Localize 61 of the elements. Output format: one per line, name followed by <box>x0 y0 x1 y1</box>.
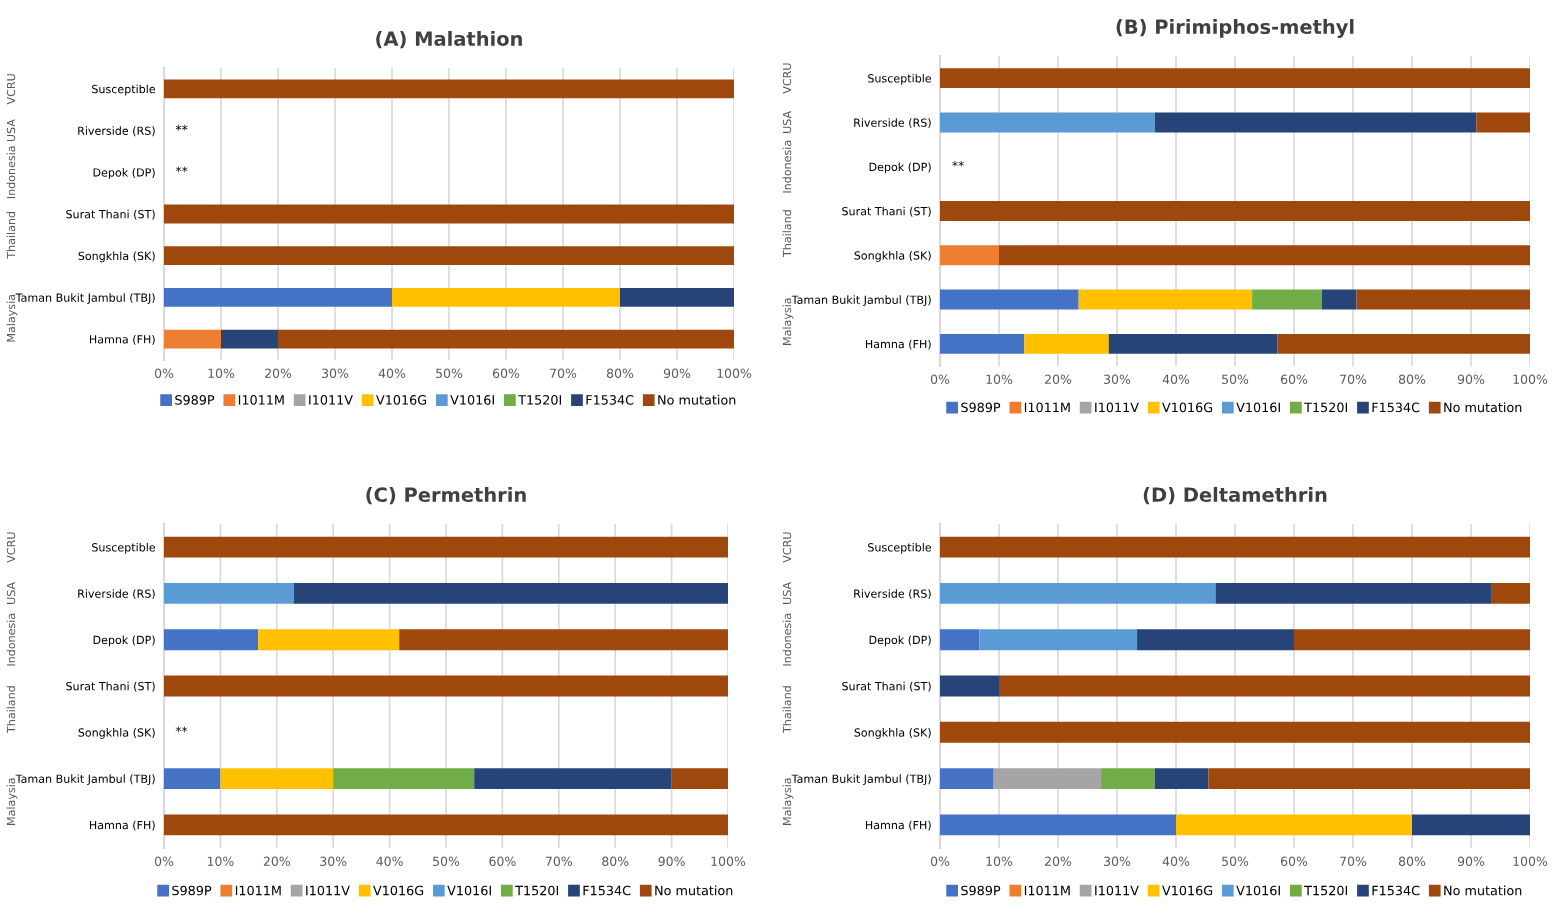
bar <box>164 204 734 224</box>
bar <box>1476 112 1530 133</box>
bar <box>940 583 1216 604</box>
bar <box>164 288 392 307</box>
bar <box>1108 333 1278 354</box>
bar <box>164 814 728 836</box>
bar <box>940 112 1155 133</box>
bar <box>1208 768 1530 789</box>
bar <box>221 329 278 349</box>
bar <box>1215 583 1492 604</box>
chart-title: (C) Permethrin <box>366 487 526 505</box>
bar <box>940 289 1079 310</box>
bar <box>1024 333 1109 354</box>
bar <box>1356 289 1530 310</box>
bar <box>940 675 999 697</box>
bar <box>940 201 1530 221</box>
bar <box>999 245 1530 266</box>
bar <box>1412 814 1530 836</box>
bar <box>940 68 1530 89</box>
bar <box>1078 289 1253 310</box>
bar <box>258 629 400 651</box>
bar <box>164 329 221 349</box>
bar <box>940 768 994 789</box>
bar <box>620 288 734 307</box>
bar <box>1491 583 1530 604</box>
bar <box>671 768 728 789</box>
bar <box>164 583 294 604</box>
chart-title: (A) Malathion <box>376 31 522 49</box>
bar <box>993 768 1102 789</box>
bar <box>940 629 980 651</box>
bar <box>1277 333 1530 354</box>
bar <box>293 583 728 604</box>
bar <box>164 629 259 651</box>
bar <box>940 333 1025 354</box>
bar <box>474 768 672 789</box>
bar <box>164 246 734 266</box>
bar <box>164 675 728 697</box>
bar <box>999 675 1530 697</box>
bar <box>220 768 334 789</box>
chart-title: (B) Pirimiphos-methyl <box>1116 19 1354 38</box>
bar <box>1154 112 1477 133</box>
bar <box>164 768 221 789</box>
bar <box>333 768 475 789</box>
bar <box>164 536 728 558</box>
bar <box>940 721 1530 743</box>
bar <box>1101 768 1155 789</box>
bar <box>940 245 999 266</box>
bar <box>164 79 734 99</box>
bar <box>392 288 620 307</box>
bar <box>399 629 728 651</box>
bar <box>1137 629 1294 651</box>
bar <box>1321 289 1357 310</box>
bar <box>940 814 1176 836</box>
bar <box>940 536 1530 558</box>
bar <box>979 629 1138 651</box>
bar <box>1294 629 1530 651</box>
bar <box>1252 289 1322 310</box>
bar <box>278 329 734 349</box>
bar <box>1154 768 1209 789</box>
bar <box>1176 814 1412 836</box>
chart-title: (D) Deltamethrin <box>1143 487 1327 505</box>
